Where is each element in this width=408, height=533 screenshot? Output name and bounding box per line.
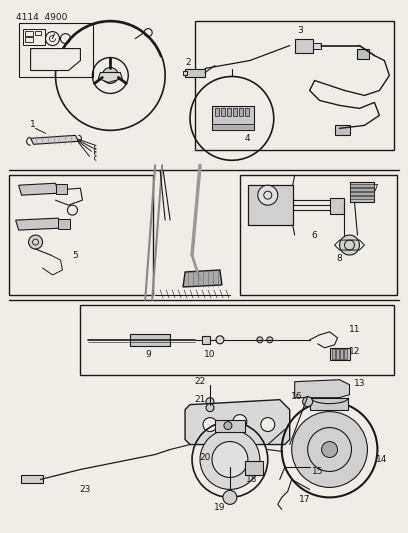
Text: 9: 9 [145,350,151,359]
Bar [332,349,335,359]
Circle shape [257,337,263,343]
Circle shape [223,490,237,504]
Polygon shape [295,379,350,398]
Text: 7: 7 [373,184,378,193]
Bar [212,124,254,131]
Text: 20: 20 [200,453,211,462]
Circle shape [212,441,248,478]
Text: 4: 4 [245,134,251,143]
Polygon shape [185,400,290,445]
Circle shape [322,441,337,457]
Bar [185,69,205,77]
Bar [330,198,344,214]
Text: 23: 23 [80,485,91,494]
Polygon shape [31,135,78,144]
Polygon shape [19,183,58,195]
Text: 22: 22 [194,377,206,386]
Text: 4114  4900: 4114 4900 [16,13,67,22]
Bar [35,30,40,35]
Circle shape [224,422,232,430]
Polygon shape [183,270,222,287]
Bar [80,305,395,375]
Circle shape [203,417,217,432]
Bar [330,348,350,360]
Bar [22,29,44,45]
Bar [24,37,33,42]
Circle shape [303,397,313,407]
Bar [335,349,339,359]
Text: 14: 14 [376,455,387,464]
Polygon shape [98,72,122,83]
Circle shape [258,185,278,205]
Bar [357,49,369,59]
Bar [344,349,346,359]
Text: 19: 19 [214,503,226,512]
Bar [227,108,231,116]
Bar [350,192,375,195]
Circle shape [29,235,42,249]
Circle shape [233,415,247,429]
Bar [310,398,348,410]
Text: 11: 11 [349,325,360,334]
Bar [215,108,219,116]
Text: 2: 2 [185,58,191,67]
Bar [9,175,153,295]
Bar [212,107,254,131]
Circle shape [206,403,214,411]
Polygon shape [31,49,80,70]
Polygon shape [16,218,62,230]
Bar [55,184,67,194]
Bar [202,336,210,344]
Text: 8: 8 [337,254,342,263]
Text: 6: 6 [312,231,317,239]
Bar [240,175,397,295]
Text: 17: 17 [299,495,310,504]
Bar [350,188,375,191]
Circle shape [339,235,359,255]
Circle shape [211,443,219,451]
Bar [183,70,187,76]
Bar [233,108,237,116]
Circle shape [206,398,214,406]
Text: 3: 3 [297,26,303,35]
Text: 1: 1 [30,120,35,129]
Circle shape [292,411,368,487]
Bar [195,21,395,150]
Bar [221,108,225,116]
Circle shape [216,336,224,344]
Bar [58,219,71,229]
Circle shape [102,68,118,84]
Bar [295,38,313,53]
Bar [335,125,350,135]
Text: 18: 18 [246,475,257,484]
Bar [350,182,375,202]
Text: 21: 21 [194,395,206,404]
Circle shape [261,417,275,432]
Text: 16: 16 [291,392,302,401]
Bar [24,30,33,36]
Bar [21,475,42,483]
Text: 12: 12 [349,348,360,356]
Bar [350,184,375,187]
Bar [350,196,375,199]
Bar [248,185,293,225]
Bar [130,334,170,346]
Circle shape [267,337,273,343]
Text: 10: 10 [204,350,216,359]
Text: 15: 15 [312,467,324,476]
Bar [215,419,245,432]
Bar [245,462,263,475]
Circle shape [200,430,260,489]
Bar [19,22,93,77]
Bar [339,349,343,359]
Bar [239,108,243,116]
Text: 13: 13 [354,379,365,388]
Text: 5: 5 [73,251,78,260]
Bar [245,108,249,116]
Bar [313,43,321,49]
